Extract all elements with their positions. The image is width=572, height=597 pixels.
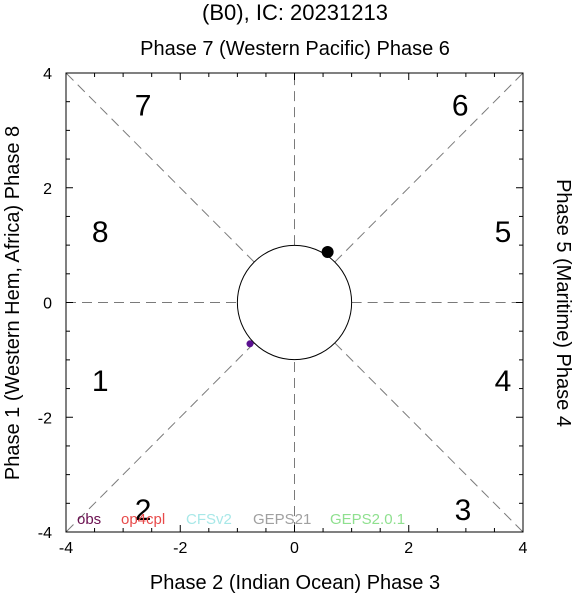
plot-area: -4 -2 0 2 4 -4 -2 0 2 4 7 6 8 5 1 4 2 3 obs op4cpl CFSv2 GEPS… bbox=[38, 66, 528, 557]
phase-diagonal-line bbox=[334, 342, 524, 533]
legend-entry: obs bbox=[77, 511, 101, 528]
y-tick-label: -2 bbox=[38, 410, 52, 427]
top-axis-label: Phase 7 (Western Pacific) Phase 6 bbox=[140, 38, 450, 60]
y-tick-label: 0 bbox=[43, 296, 52, 313]
phase-label-7: 7 bbox=[135, 90, 152, 123]
y-tick-label: 4 bbox=[43, 66, 52, 83]
y-tick-label: 2 bbox=[43, 181, 52, 198]
phase-diagonal-line bbox=[334, 72, 524, 263]
phase-diagonal-line bbox=[65, 342, 255, 533]
x-axis-label: Phase 2 (Indian Ocean) Phase 3 bbox=[150, 572, 440, 594]
right-axis-label: Phase 5 (Maritime) Phase 4 bbox=[552, 179, 572, 427]
x-tick-label: 0 bbox=[290, 540, 299, 557]
legend-entry: CFSv2 bbox=[186, 511, 232, 528]
y-tick-label: -4 bbox=[38, 525, 52, 542]
phase-label-2: 2 bbox=[135, 494, 152, 527]
phase-label-5: 5 bbox=[495, 216, 512, 249]
phase-label-1: 1 bbox=[92, 365, 109, 398]
legend-entry: GEPS2.0.1 bbox=[330, 511, 405, 528]
unit-circle bbox=[236, 244, 353, 361]
legend-entry: op4cpl bbox=[121, 511, 165, 528]
chart-title: (B0), IC: 20231213 bbox=[202, 0, 388, 25]
phase-label-3: 3 bbox=[455, 494, 472, 527]
phase-diagonal-line bbox=[65, 72, 255, 263]
phase-label-4: 4 bbox=[495, 365, 512, 398]
x-tick-label: 2 bbox=[404, 540, 413, 557]
x-tick-label: -4 bbox=[59, 540, 73, 557]
legend-entry: GEPS21 bbox=[253, 511, 311, 528]
phase-label-8: 8 bbox=[92, 216, 109, 249]
data-point bbox=[321, 246, 334, 259]
phase-label-6: 6 bbox=[452, 90, 469, 123]
data-point bbox=[246, 340, 254, 348]
x-tick-label: 4 bbox=[519, 540, 528, 557]
left-axis-label: Phase 1 (Western Hem, Africa) Phase 8 bbox=[2, 126, 24, 480]
x-tick-label: -2 bbox=[173, 540, 187, 557]
